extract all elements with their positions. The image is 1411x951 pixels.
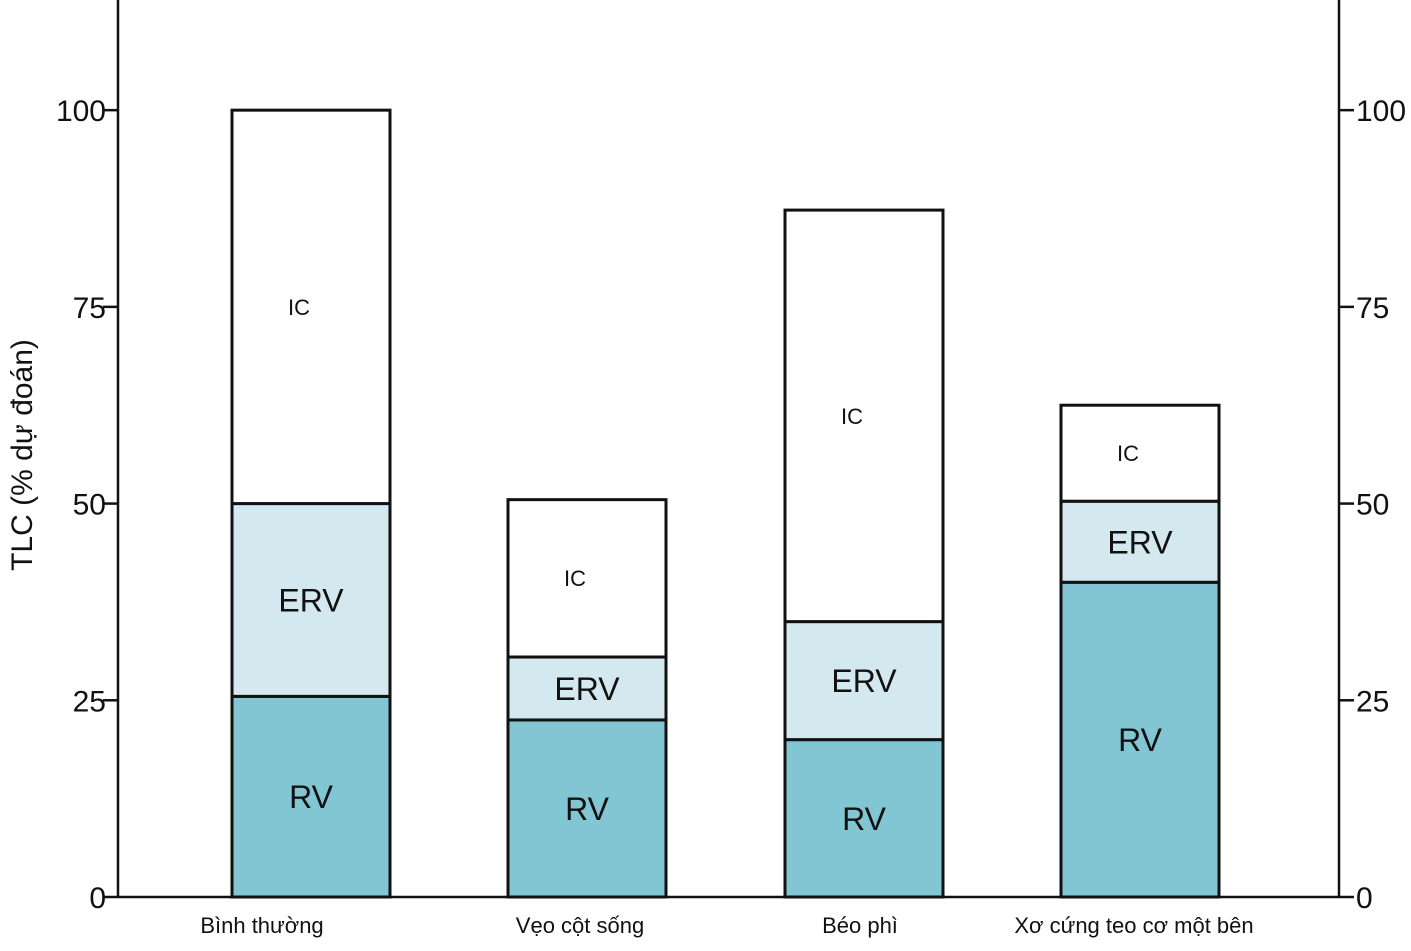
bar-segment-ic [1059, 403, 1221, 503]
y-tick-label-left: 0 [89, 882, 106, 915]
bar-segment-erv [506, 655, 668, 722]
bar-segment-rv [506, 718, 668, 899]
bar-segment-rv [783, 738, 945, 899]
y-tick-label-left: 100 [56, 95, 106, 128]
segment-label-ic: IC [564, 566, 586, 591]
bar-segment-erv [230, 502, 392, 698]
y-axis-label: TLC (% dự đoán) [6, 339, 39, 571]
segment-label-erv: ERV [1107, 524, 1173, 560]
bar-group: RV ERV IC Vẹo cột sống [506, 498, 668, 938]
segment-label-rv: RV [1118, 722, 1163, 758]
y-tick-label-left: 25 [73, 685, 106, 718]
bar-segment-ic [783, 208, 945, 624]
bar-segment-erv [783, 620, 945, 742]
segment-label-ic: IC [1117, 441, 1139, 466]
bars: RV ERV IC Bình thường RV ERV IC Vẹo cột sống RV E… [200, 108, 1254, 938]
bar-group: RV ERV IC Béo phì [783, 208, 945, 938]
category-label: Xơ cứng teo cơ một bên [1014, 913, 1253, 938]
bar-segment-ic [230, 108, 392, 506]
y-tick-label-right: 50 [1356, 489, 1389, 522]
segment-label-erv: ERV [278, 582, 344, 618]
category-label: Vẹo cột sống [516, 913, 644, 938]
segment-label-rv: RV [842, 801, 887, 837]
category-label: Bình thường [200, 913, 323, 938]
segment-label-ic: IC [288, 295, 310, 320]
segment-label-erv: ERV [831, 663, 897, 699]
category-label: Béo phì [822, 913, 898, 938]
bar-group: RV ERV IC Xơ cứng teo cơ một bên [1014, 403, 1254, 938]
y-tick-label-left: 50 [73, 489, 106, 522]
bar-segment-ic [506, 498, 668, 659]
segment-label-rv: RV [565, 791, 610, 827]
segment-label-rv: RV [289, 779, 334, 815]
segment-label-ic: IC [841, 404, 863, 429]
bar-segment-rv [230, 694, 392, 899]
y-tick-label-right: 0 [1356, 882, 1373, 915]
y-tick-label-right: 25 [1356, 685, 1389, 718]
segment-label-erv: ERV [554, 671, 620, 707]
bar-group: RV ERV IC Bình thường [200, 108, 392, 938]
y-tick-label-right: 75 [1356, 292, 1389, 325]
y-tick-label-left: 75 [73, 292, 106, 325]
y-tick-label-right: 100 [1356, 95, 1406, 128]
